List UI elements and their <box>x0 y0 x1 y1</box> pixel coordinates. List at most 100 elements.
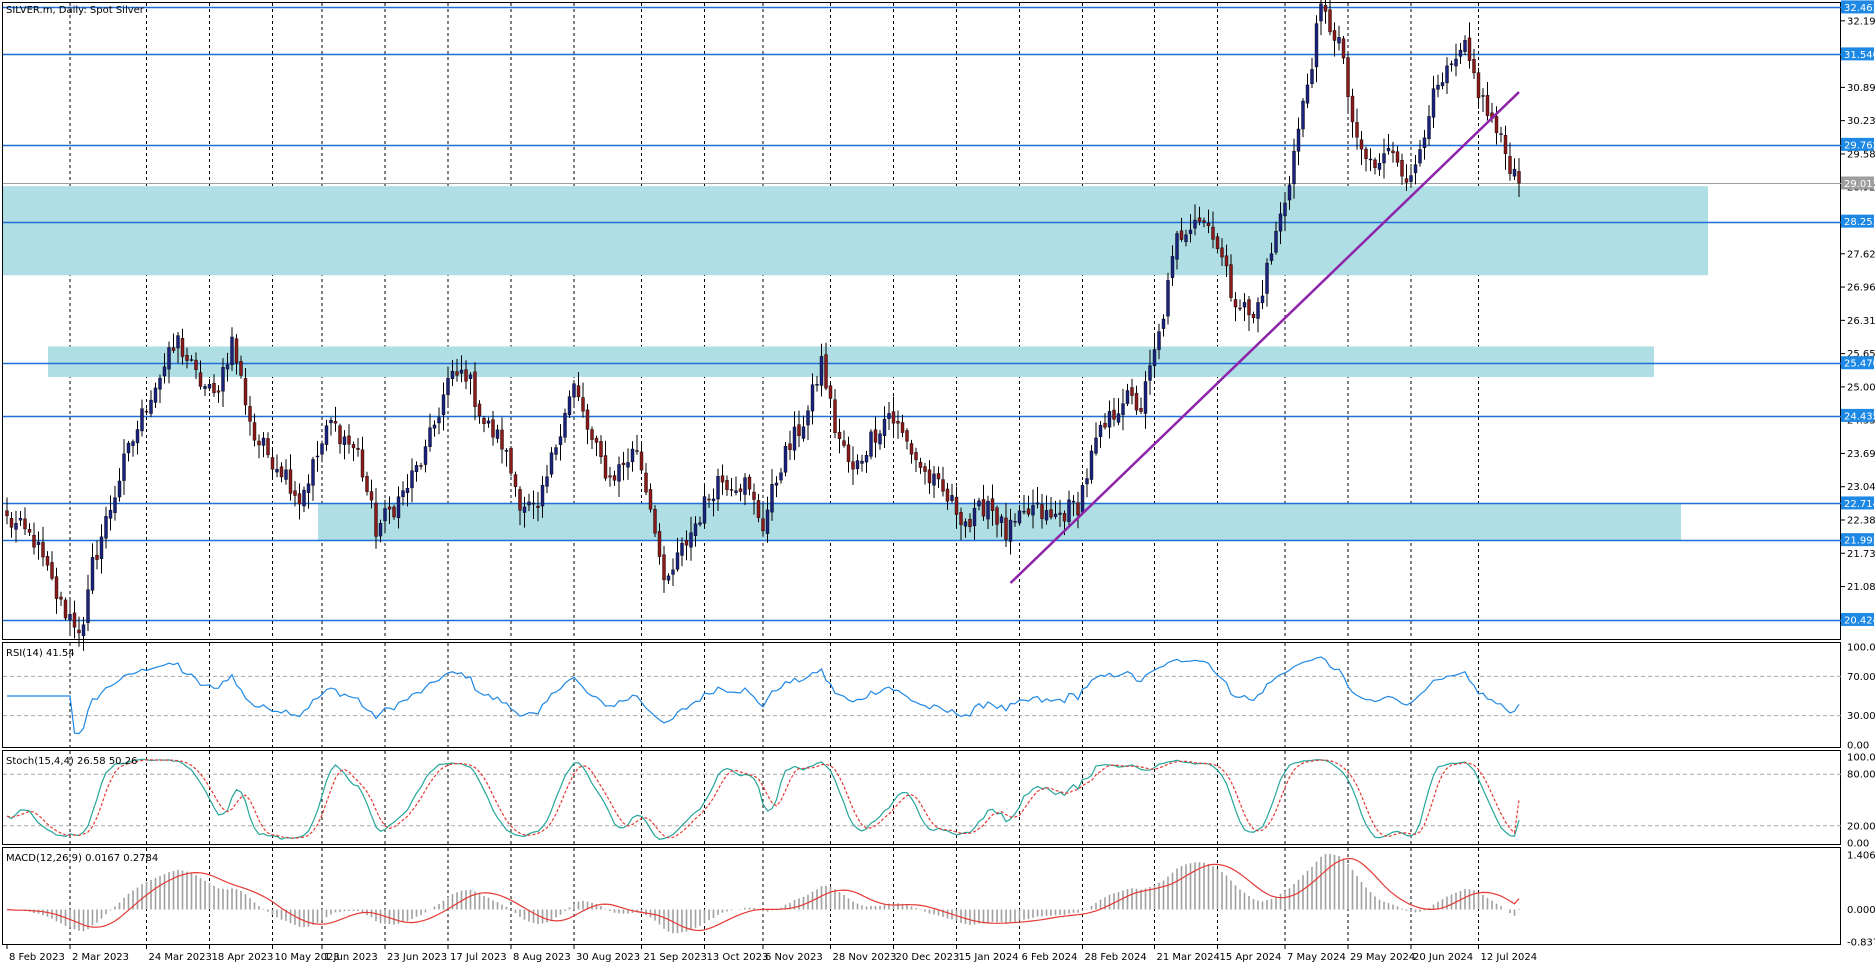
candle-body <box>1215 236 1220 249</box>
candle-body <box>1062 513 1067 522</box>
current-price-box <box>1841 176 1874 190</box>
horizontal-levels <box>3 6 1841 622</box>
candle-body <box>203 386 207 389</box>
candle-body <box>158 377 162 390</box>
candle-body <box>1247 299 1251 316</box>
candle-body <box>761 518 765 532</box>
candle-body <box>963 521 968 527</box>
candle-body <box>45 556 50 566</box>
candle-body <box>1346 57 1350 97</box>
candle-body <box>261 437 266 446</box>
time-label: 13 Oct 2023 <box>707 952 769 963</box>
candle-body <box>1476 72 1481 99</box>
candle-body <box>509 447 513 474</box>
candle-body <box>473 371 477 407</box>
candle-body <box>770 484 774 513</box>
candle-body <box>1458 49 1463 57</box>
candle-body <box>414 465 419 473</box>
candle-body <box>531 502 536 505</box>
candle-body <box>1206 222 1211 226</box>
level-label-text: 31.540 <box>1844 50 1875 61</box>
candle-body <box>234 338 239 364</box>
candle-body <box>1436 84 1440 90</box>
candle-body <box>1040 504 1044 519</box>
price-tick-label: 23.697 <box>1847 449 1875 460</box>
candle-body <box>1116 413 1121 423</box>
candle-body <box>153 387 158 403</box>
candle-body <box>1170 256 1175 278</box>
candle-body <box>1053 513 1058 517</box>
time-label: 21 Sep 2023 <box>644 952 707 963</box>
candle-body <box>1418 149 1422 164</box>
stoch-panel-frame[interactable] <box>2 750 1841 845</box>
candle-body <box>1283 202 1287 217</box>
candle-body <box>806 410 810 426</box>
macd-panel-frame[interactable] <box>2 847 1841 945</box>
candle-body <box>558 436 563 445</box>
level-label-text: 21.993 <box>1844 536 1875 547</box>
stoch-title: Stoch(15,4,4) 26.58 50.26 <box>6 756 137 767</box>
candle-body <box>1134 392 1139 411</box>
candle-body <box>194 359 198 370</box>
candle-body <box>41 542 45 558</box>
price-tick-label: 26.967 <box>1847 283 1875 294</box>
level-label-box <box>1841 496 1874 510</box>
candle-body <box>914 452 918 461</box>
level-label-box <box>1841 533 1874 547</box>
candle-body <box>77 629 81 634</box>
candle-body <box>1305 84 1310 104</box>
candle-body <box>257 440 261 446</box>
candle-body <box>563 412 567 438</box>
main-panel-frame[interactable] <box>2 2 1841 640</box>
candle-body <box>1256 302 1260 319</box>
candle-body <box>837 431 842 439</box>
candle-body <box>1220 247 1224 258</box>
candle-body <box>284 469 288 480</box>
candle-body <box>1359 139 1364 150</box>
candle-body <box>1463 40 1467 52</box>
trendline-line[interactable] <box>1009 91 1520 584</box>
candle-body <box>86 589 90 623</box>
trendline[interactable] <box>1009 91 1520 584</box>
time-label: 17 Jul 2023 <box>450 952 507 963</box>
candle-body <box>788 443 792 451</box>
candle-body <box>149 399 153 414</box>
price-tick-label: 23.043 <box>1847 482 1875 493</box>
candle-body <box>1517 171 1521 184</box>
candle-body <box>554 447 558 455</box>
candle-body <box>1202 220 1206 223</box>
candle-body <box>1467 37 1472 61</box>
candle-body <box>1386 147 1391 152</box>
candle-body <box>909 443 914 455</box>
candle-body <box>981 499 986 517</box>
rsi-panel-frame[interactable] <box>2 642 1841 748</box>
time-label: 24 Mar 2023 <box>149 952 212 963</box>
time-label: 8 Feb 2023 <box>9 952 65 963</box>
price-tick-label: 27.621 <box>1847 249 1875 260</box>
candle-body <box>1049 509 1053 518</box>
candle-body <box>752 491 756 500</box>
price-tick-label: 25.005 <box>1847 382 1875 393</box>
candle-body <box>1161 318 1166 329</box>
candle-body <box>225 364 230 370</box>
level-label-box <box>1841 408 1874 422</box>
candle-body <box>140 408 144 432</box>
candle-body <box>1377 162 1382 170</box>
time-label: 6 Nov 2023 <box>765 952 823 963</box>
candle-body <box>288 469 293 494</box>
candle-body <box>36 541 41 545</box>
candle-body <box>734 490 738 493</box>
candle-body <box>1472 58 1476 74</box>
stoch-tick-label: 20.00 <box>1847 821 1875 832</box>
level-label-text: 28.253 <box>1844 217 1875 228</box>
time-label: 7 May 2024 <box>1287 952 1346 963</box>
candle-body <box>162 366 167 377</box>
candle-body <box>266 438 270 456</box>
candle-body <box>1179 230 1184 240</box>
candle-body <box>585 409 590 430</box>
candle-body <box>1098 424 1103 437</box>
candle-body <box>819 356 824 386</box>
candle-body <box>144 410 149 413</box>
macd-title: MACD(12,26,9) 0.0167 0.2784 <box>6 853 158 864</box>
